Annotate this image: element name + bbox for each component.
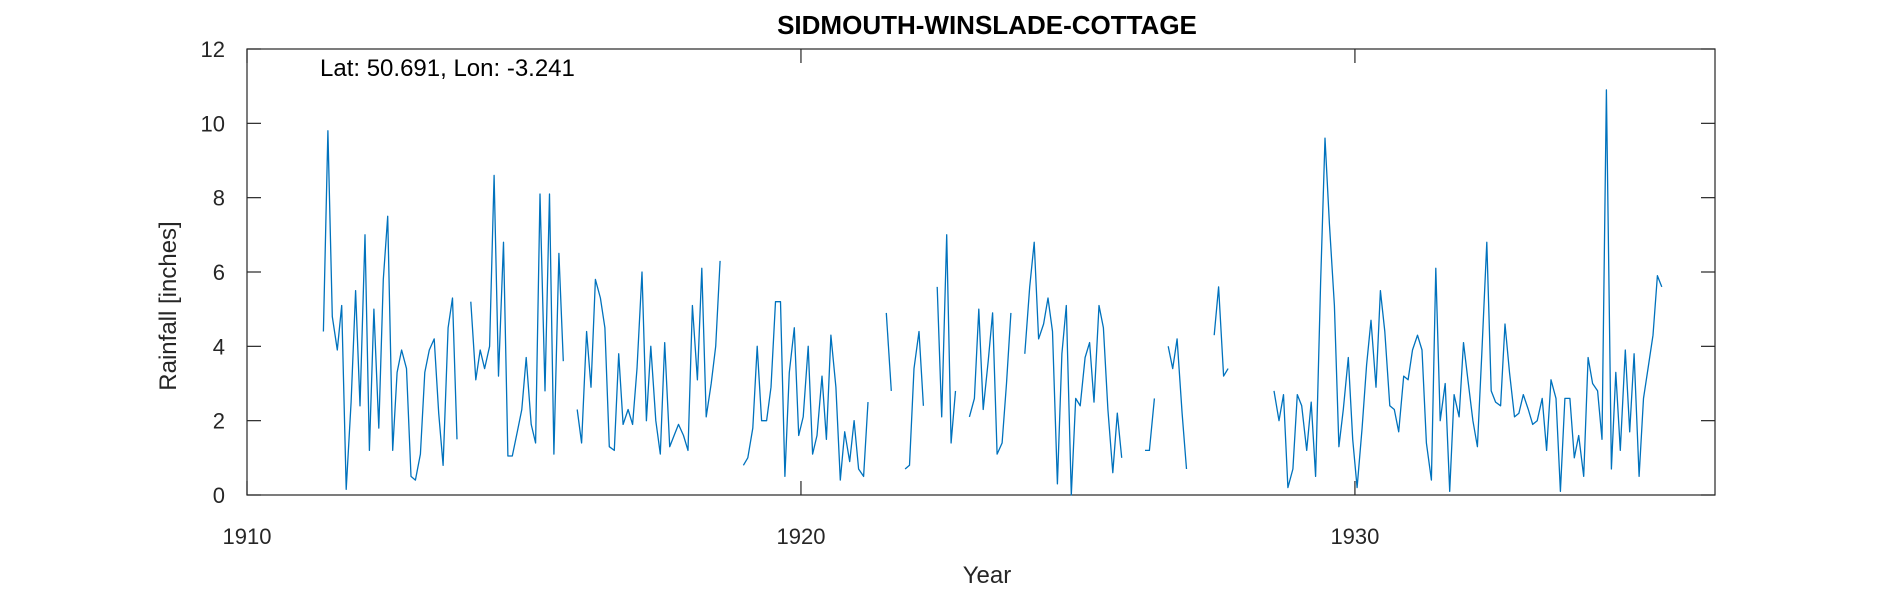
y-tick-label: 12	[201, 37, 225, 62]
rainfall-line-segment	[1024, 241, 1123, 496]
rainfall-line-segment	[1167, 338, 1188, 470]
y-tick-label: 10	[201, 111, 225, 136]
plot-axes	[246, 48, 1716, 496]
chart-title: SIDMOUTH-WINSLADE-COTTAGE	[777, 10, 1197, 40]
y-tick-label: 6	[213, 260, 225, 285]
y-tick-label: 8	[213, 186, 225, 211]
rainfall-line-segment	[470, 174, 564, 457]
rainfall-line-segment	[885, 312, 892, 391]
x-axis-label: Year	[963, 562, 1012, 589]
rainfall-series	[322, 89, 1663, 496]
axis-ticks: 0 2 4 6 8 10 12 1910 1920 1930	[201, 37, 1715, 549]
y-tick-label: 2	[213, 409, 225, 434]
rainfall-line-segment	[1145, 398, 1156, 452]
rainfall-line-segment	[936, 234, 957, 444]
rainfall-line-segment	[742, 301, 869, 481]
rainfall-line-segment	[1213, 286, 1229, 377]
x-tick-label: 1920	[776, 524, 825, 549]
y-axis-label: Rainfall [inches]	[155, 221, 182, 390]
rainfall-line-segment	[1273, 89, 1663, 492]
rainfall-line-segment	[904, 330, 925, 470]
y-tick-label: 0	[213, 483, 225, 508]
rainfall-line-segment	[576, 260, 721, 455]
x-tick-label: 1930	[1330, 524, 1379, 549]
rainfall-line-segment	[322, 130, 458, 491]
x-tick-label: 1910	[223, 524, 272, 549]
plot-frame	[246, 48, 1716, 496]
rainfall-line-segment	[968, 308, 1012, 455]
y-tick-label: 4	[213, 334, 225, 359]
location-annotation: Lat: 50.691, Lon: -3.241	[320, 55, 575, 82]
